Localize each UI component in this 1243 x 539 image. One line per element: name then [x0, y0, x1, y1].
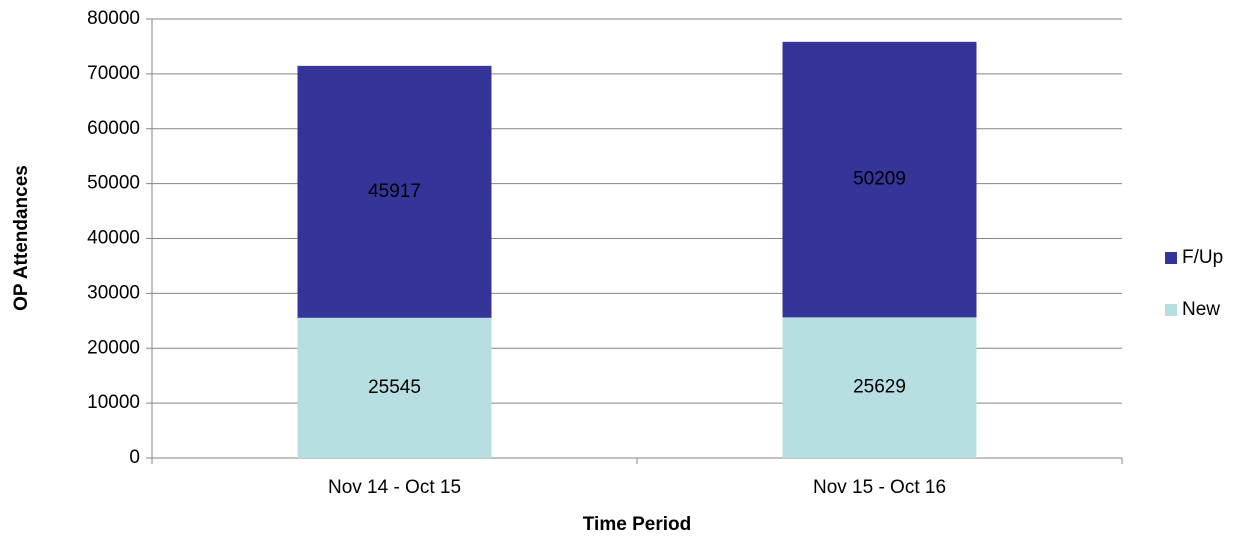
data-label: 25629 — [853, 377, 906, 398]
x-axis-title: Time Period — [583, 514, 691, 535]
data-label: 25545 — [368, 377, 421, 398]
bar-segment — [782, 317, 977, 458]
legend-label: New — [1182, 299, 1220, 320]
bar-segment — [782, 41, 977, 318]
data-label: 45917 — [368, 181, 421, 202]
y-tick-label: 80000 — [87, 8, 140, 29]
y-tick-label: 60000 — [87, 118, 140, 139]
data-label: 50209 — [853, 169, 906, 190]
y-tick-label: 50000 — [87, 173, 140, 194]
y-tick-label: 20000 — [87, 337, 140, 358]
x-tick-label: Nov 15 - Oct 16 — [813, 477, 946, 498]
bar-segment — [297, 65, 492, 318]
y-tick-label: 30000 — [87, 282, 140, 303]
y-axis-title: OP Attendances — [11, 165, 32, 311]
legend-swatch — [1165, 252, 1177, 264]
bar-segment — [297, 317, 492, 458]
legend-label: F/Up — [1182, 247, 1223, 268]
legend-swatch — [1165, 304, 1177, 316]
y-tick-label: 10000 — [87, 392, 140, 413]
x-tick-label: Nov 14 - Oct 15 — [328, 477, 461, 498]
y-tick-label: 70000 — [87, 63, 140, 84]
y-tick-label: 40000 — [87, 228, 140, 249]
y-tick-label: 0 — [129, 447, 140, 468]
